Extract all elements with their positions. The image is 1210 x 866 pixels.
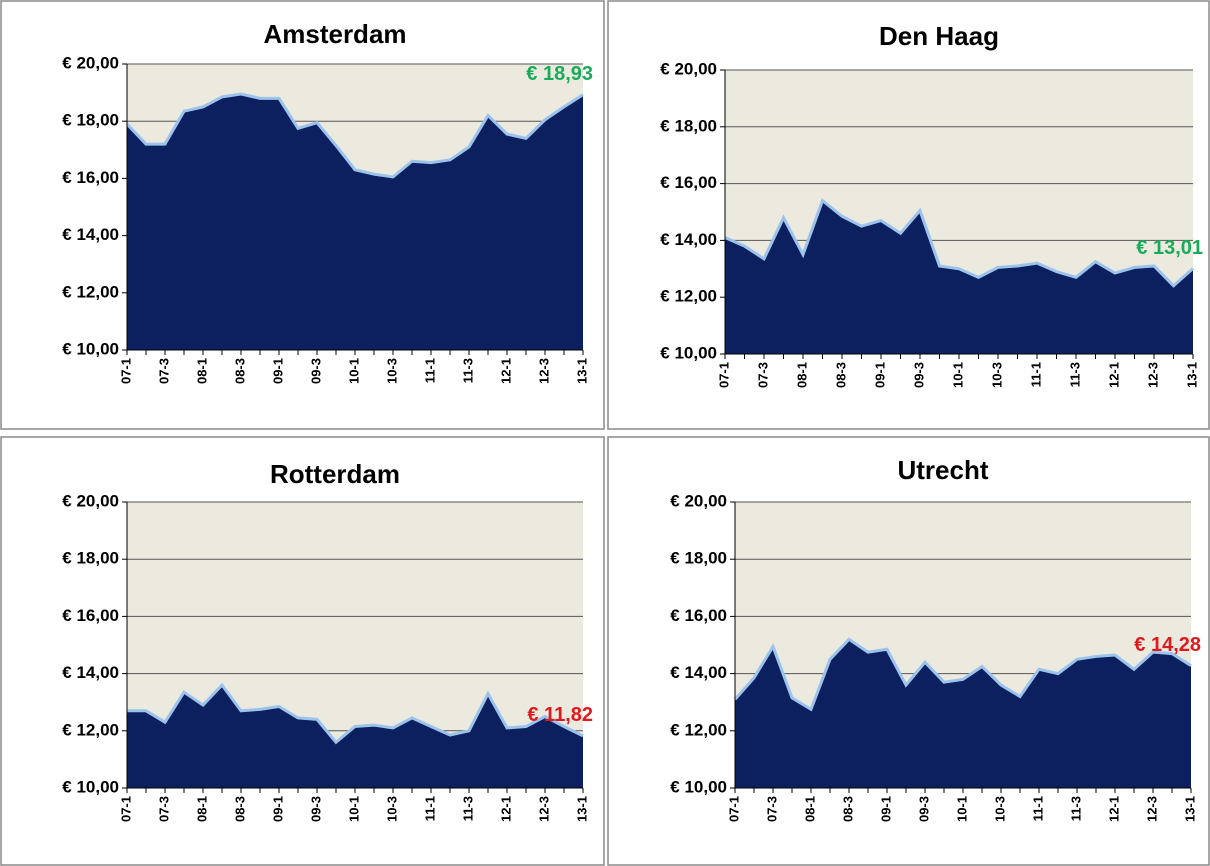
y-tick-label: € 18,00	[62, 549, 119, 568]
x-tick-label: 09-3	[308, 796, 323, 822]
chart-panel: Amsterdam € 10,00 € 12,00 € 14,00 € 16,00 € 1…	[0, 0, 605, 430]
chart-title: Rotterdam	[270, 459, 400, 489]
area	[127, 94, 583, 350]
x-tick-label: 13-1	[574, 796, 589, 822]
area	[127, 685, 583, 788]
value-label: € 13,01	[1136, 237, 1203, 259]
chart-title: Den Haag	[879, 21, 999, 51]
x-tick-label: 12-3	[536, 796, 551, 822]
chart-title: Utrecht	[897, 455, 988, 485]
y-tick-label: € 20,00	[62, 491, 119, 510]
y-tick-label: € 18,00	[62, 111, 119, 130]
area	[725, 200, 1193, 354]
x-tick-label: 11-3	[460, 358, 475, 383]
value-label: € 18,93	[526, 63, 593, 85]
x-tick-label: 09-3	[916, 796, 931, 822]
x-tick-label: 07-3	[755, 362, 770, 388]
x-tick-label: 09-3	[911, 362, 926, 388]
x-tick-label: 11-3	[1068, 796, 1083, 821]
x-tick-label: 13-1	[1184, 362, 1199, 388]
x-tick-label: 08-1	[794, 362, 809, 388]
x-tick-label: 08-1	[802, 796, 817, 822]
y-tick-label: € 16,00	[62, 606, 119, 625]
x-tick-label: 10-1	[954, 796, 969, 822]
x-tick-label: 07-3	[156, 796, 171, 822]
area-line	[724, 198, 1194, 288]
x-tick-label: 12-1	[1106, 796, 1121, 822]
area-line	[125, 92, 584, 179]
area-line	[733, 637, 1192, 712]
area	[735, 639, 1191, 788]
x-tick-label: 13-1	[574, 358, 589, 384]
area-line	[127, 682, 584, 745]
y-tick-label: € 16,00	[62, 168, 119, 187]
x-tick-label: 12-3	[1144, 796, 1159, 822]
x-tick-label: 08-1	[194, 358, 209, 384]
x-tick-label: 09-1	[270, 358, 285, 384]
x-tick-label: 08-3	[840, 796, 855, 822]
x-tick-label: 12-3	[1145, 362, 1160, 388]
y-tick-label: € 10,00	[660, 343, 717, 362]
x-tick-label: 07-1	[118, 796, 133, 822]
x-tick-label: 07-1	[118, 358, 133, 384]
x-tick-label: 09-3	[308, 358, 323, 384]
x-tick-label: 07-3	[764, 796, 779, 822]
x-tick-label: 13-1	[1182, 796, 1197, 822]
y-tick-label: € 14,00	[660, 230, 717, 249]
y-tick-label: € 12,00	[670, 720, 727, 739]
x-tick-label: 10-1	[346, 358, 361, 384]
x-tick-label: 12-1	[498, 358, 513, 384]
chart-title: Amsterdam	[263, 19, 406, 49]
y-tick-label: € 14,00	[62, 225, 119, 244]
x-tick-label: 12-1	[498, 796, 513, 822]
x-tick-label: 11-3	[1067, 362, 1082, 387]
chart-panel: Rotterdam € 10,00 € 12,00 € 14,00 € 16,00 € 1…	[0, 436, 605, 866]
chart-panel: Den Haag € 10,00 € 12,00 € 14,00 € 16,00 € 18…	[607, 0, 1210, 430]
x-tick-label: 11-1	[1030, 796, 1045, 821]
x-tick-label: 10-3	[384, 358, 399, 384]
y-tick-label: € 10,00	[670, 777, 727, 796]
x-tick-label: 12-1	[1106, 362, 1121, 388]
value-label: € 11,82	[527, 704, 593, 726]
y-tick-label: € 14,00	[62, 663, 119, 682]
y-tick-label: € 12,00	[62, 720, 119, 739]
x-tick-label: 11-1	[1028, 362, 1043, 387]
y-tick-label: € 16,00	[670, 606, 727, 625]
y-tick-label: € 12,00	[660, 287, 717, 306]
x-tick-label: 08-3	[833, 362, 848, 388]
x-tick-label: 08-3	[232, 796, 247, 822]
y-tick-label: € 12,00	[62, 282, 119, 301]
x-tick-label: 11-1	[422, 796, 437, 821]
x-tick-label: 08-3	[232, 358, 247, 384]
x-tick-label: 08-1	[194, 796, 209, 822]
x-tick-label: 11-1	[422, 358, 437, 383]
x-tick-label: 10-1	[950, 362, 965, 388]
x-tick-label: 11-3	[460, 796, 475, 821]
y-tick-label: € 20,00	[670, 491, 727, 510]
y-tick-label: € 10,00	[62, 339, 119, 358]
y-tick-label: € 16,00	[660, 173, 717, 192]
x-tick-label: 10-3	[384, 796, 399, 822]
x-tick-label: 09-1	[878, 796, 893, 822]
x-tick-label: 09-1	[872, 362, 887, 388]
x-tick-label: 10-3	[992, 796, 1007, 822]
x-tick-label: 07-1	[716, 362, 731, 388]
y-tick-label: € 20,00	[660, 59, 717, 78]
x-tick-label: 10-1	[346, 796, 361, 822]
y-tick-label: € 20,00	[62, 53, 119, 72]
y-tick-label: € 10,00	[62, 777, 119, 796]
y-tick-label: € 18,00	[660, 116, 717, 135]
x-tick-label: 10-3	[989, 362, 1004, 388]
y-tick-label: € 14,00	[670, 663, 727, 682]
chart-panel: Utrecht € 10,00 € 12,00 € 14,00 € 16,00 € 18,…	[607, 436, 1210, 866]
value-label: € 14,28	[1134, 634, 1201, 656]
x-tick-label: 07-1	[726, 796, 741, 822]
x-tick-label: 07-3	[156, 358, 171, 384]
x-tick-label: 12-3	[536, 358, 551, 384]
x-tick-label: 09-1	[270, 796, 285, 822]
y-tick-label: € 18,00	[670, 549, 727, 568]
